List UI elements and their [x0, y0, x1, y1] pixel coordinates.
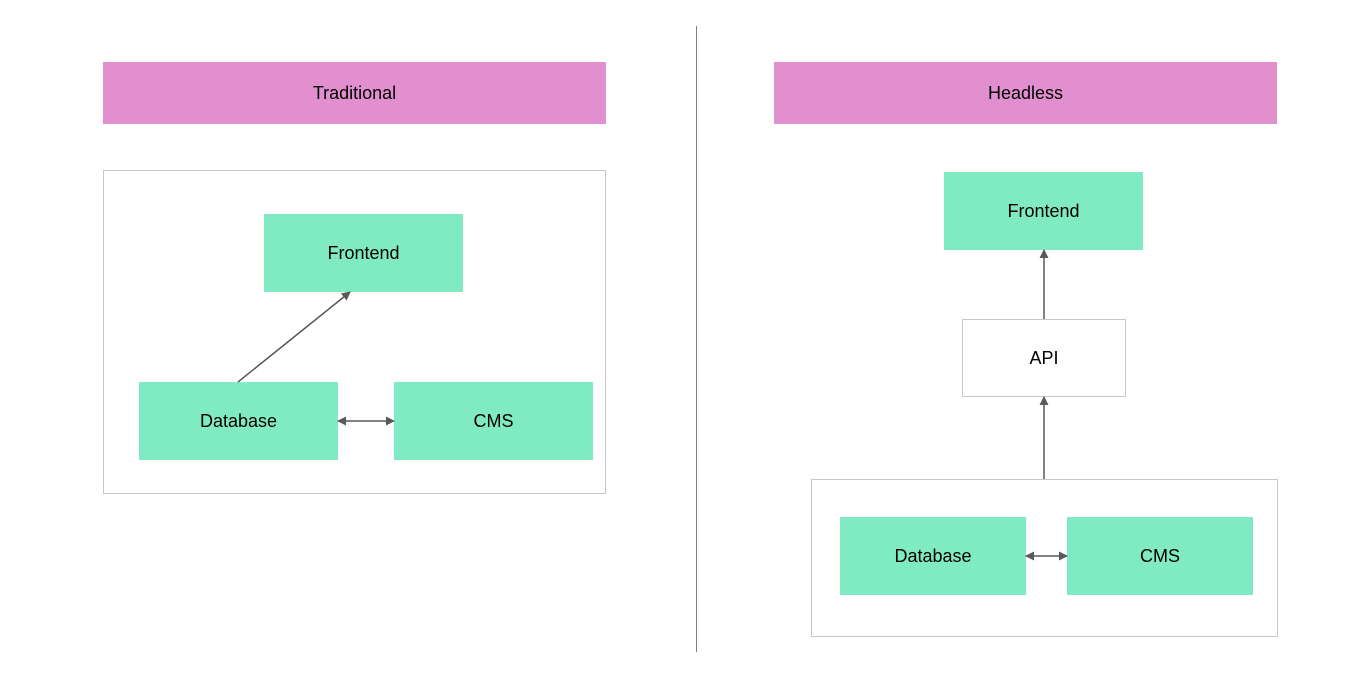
traditional-frontend-node: Frontend: [264, 214, 463, 292]
traditional-database-node: Database: [139, 382, 338, 460]
headless-database-node: Database: [840, 517, 1026, 595]
traditional-database-label: Database: [200, 411, 277, 432]
headless-header: Headless: [774, 62, 1277, 124]
traditional-cms-label: CMS: [474, 411, 514, 432]
headless-frontend-node: Frontend: [944, 172, 1143, 250]
traditional-title: Traditional: [313, 83, 396, 104]
headless-cms-node: CMS: [1067, 517, 1253, 595]
headless-title: Headless: [988, 83, 1063, 104]
traditional-frontend-label: Frontend: [327, 243, 399, 264]
diagram-canvas: Traditional Frontend Database CMS Headle…: [0, 0, 1364, 680]
headless-api-node: API: [962, 319, 1126, 397]
headless-database-label: Database: [894, 546, 971, 567]
traditional-cms-node: CMS: [394, 382, 593, 460]
traditional-header: Traditional: [103, 62, 606, 124]
headless-frontend-label: Frontend: [1007, 201, 1079, 222]
headless-api-label: API: [1029, 348, 1058, 369]
headless-cms-label: CMS: [1140, 546, 1180, 567]
vertical-divider: [696, 26, 697, 652]
